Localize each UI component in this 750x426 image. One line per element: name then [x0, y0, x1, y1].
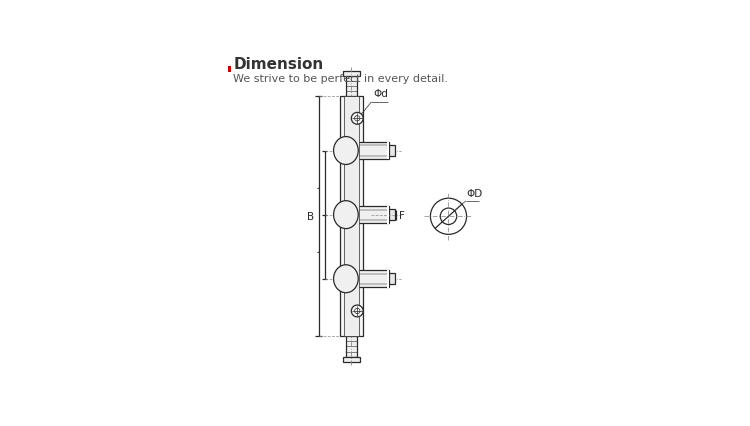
Ellipse shape [334, 201, 358, 229]
Bar [344, 97, 358, 337]
Text: B: B [307, 212, 314, 222]
Bar [344, 72, 359, 77]
Bar [350, 143, 389, 160]
Bar [389, 146, 395, 157]
Bar [350, 271, 389, 288]
Bar [389, 210, 395, 221]
Bar [350, 207, 389, 224]
Bar [387, 142, 388, 160]
Bar [346, 337, 358, 357]
Ellipse shape [334, 265, 358, 293]
Text: We strive to be perfect in every detail.: We strive to be perfect in every detail. [233, 74, 448, 84]
Circle shape [351, 305, 363, 317]
Bar [346, 77, 358, 97]
Bar [344, 357, 359, 362]
Text: Dimension: Dimension [233, 57, 323, 72]
Ellipse shape [334, 137, 358, 165]
Circle shape [351, 113, 363, 125]
Bar [387, 206, 388, 224]
Text: F: F [398, 210, 404, 220]
Bar [228, 66, 231, 72]
Text: J: J [317, 242, 320, 252]
Text: ΦD: ΦD [466, 188, 483, 198]
Bar [340, 97, 363, 337]
Bar [387, 270, 388, 288]
Text: Φd: Φd [374, 89, 388, 99]
Text: J: J [317, 178, 320, 188]
Bar [389, 273, 395, 285]
